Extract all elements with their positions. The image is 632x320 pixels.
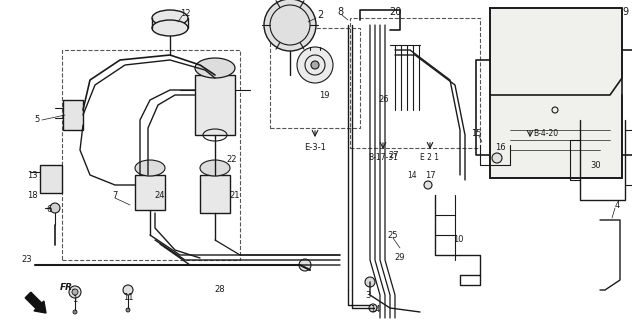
Ellipse shape: [264, 0, 316, 51]
Text: 21: 21: [230, 190, 240, 199]
Ellipse shape: [50, 203, 60, 213]
Text: 1: 1: [73, 295, 78, 305]
Ellipse shape: [135, 160, 165, 176]
Text: 22: 22: [227, 156, 237, 164]
Ellipse shape: [369, 304, 377, 312]
Text: B-4-20: B-4-20: [533, 129, 558, 138]
Bar: [40, 165, 62, 193]
Bar: [62, 50, 240, 260]
Text: 9: 9: [622, 7, 628, 17]
Text: 16: 16: [495, 143, 506, 153]
Ellipse shape: [299, 259, 311, 271]
Text: 18: 18: [27, 190, 38, 199]
Text: 15: 15: [471, 129, 481, 138]
Bar: [270, 28, 360, 128]
Text: 8: 8: [337, 7, 343, 17]
Bar: [63, 100, 83, 130]
Text: 28: 28: [215, 285, 226, 294]
Bar: [490, 8, 622, 178]
Bar: [490, 120, 562, 175]
Text: 7: 7: [112, 190, 118, 199]
Ellipse shape: [73, 310, 77, 314]
Text: 14: 14: [370, 306, 380, 315]
Bar: [200, 175, 230, 213]
Text: 26: 26: [378, 95, 389, 105]
Text: 29: 29: [395, 253, 405, 262]
Ellipse shape: [492, 153, 502, 163]
Text: 3: 3: [365, 291, 371, 300]
Text: 27: 27: [388, 150, 399, 159]
Ellipse shape: [72, 289, 78, 295]
Text: 30: 30: [591, 161, 601, 170]
Text: 24: 24: [155, 190, 165, 199]
Text: 5: 5: [35, 116, 40, 124]
Text: 6: 6: [47, 205, 52, 214]
Ellipse shape: [297, 47, 333, 83]
Text: 12: 12: [179, 10, 190, 19]
FancyArrow shape: [25, 292, 46, 313]
Text: B-17-31: B-17-31: [368, 154, 398, 163]
Ellipse shape: [311, 61, 319, 69]
Bar: [195, 75, 235, 135]
Text: 25: 25: [388, 230, 398, 239]
Ellipse shape: [200, 160, 230, 176]
Ellipse shape: [424, 181, 432, 189]
Text: 19: 19: [320, 91, 330, 100]
Ellipse shape: [195, 58, 235, 78]
Text: E 2 1: E 2 1: [420, 154, 439, 163]
Bar: [135, 175, 165, 210]
Text: 11: 11: [123, 293, 133, 302]
Text: 13: 13: [27, 171, 38, 180]
Ellipse shape: [365, 277, 375, 287]
Text: E-3-1: E-3-1: [304, 143, 326, 153]
Ellipse shape: [152, 20, 188, 36]
Text: 10: 10: [453, 236, 463, 244]
Ellipse shape: [126, 308, 130, 312]
Text: 14: 14: [407, 171, 417, 180]
Text: 20: 20: [389, 7, 401, 17]
Text: 23: 23: [21, 255, 32, 265]
Text: 17: 17: [425, 171, 435, 180]
Bar: [350, 18, 480, 148]
Text: 2: 2: [317, 10, 323, 20]
Ellipse shape: [69, 286, 81, 298]
Text: 4: 4: [614, 201, 619, 210]
Ellipse shape: [123, 285, 133, 295]
Ellipse shape: [152, 10, 188, 26]
Text: FR.: FR.: [60, 284, 76, 292]
